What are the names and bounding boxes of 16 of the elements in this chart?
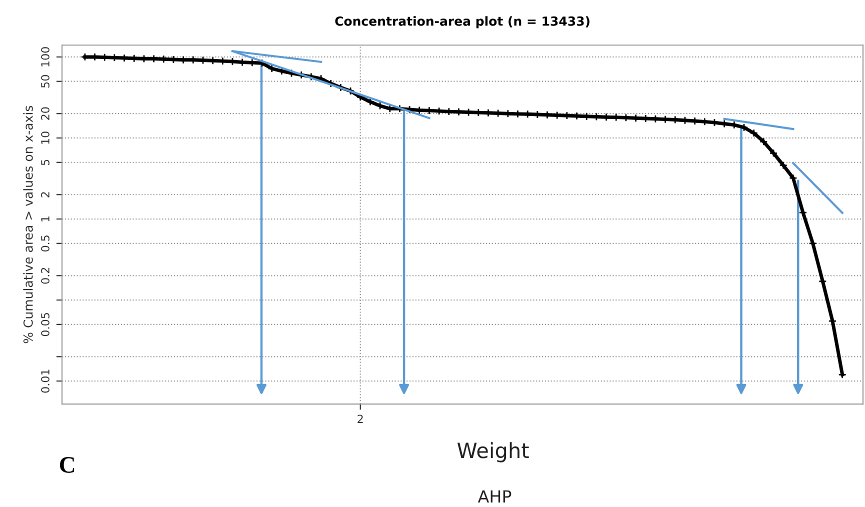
- text: C: [60, 456, 74, 473]
- y-tick-label: 0.05: [41, 313, 50, 336]
- y-tick-label: 20: [41, 107, 50, 120]
- y-axis-title: % Cumulative area > values on x-axis: [23, 106, 33, 344]
- y-tick-label: 1: [41, 216, 50, 222]
- y-tick-label: 0.2: [41, 268, 50, 284]
- text: AHP: [478, 490, 512, 502]
- x-axis-title: Weight: [457, 442, 529, 462]
- y-tick-label: 0.01: [41, 370, 50, 393]
- y-tick-label: 10: [41, 132, 50, 144]
- chart-title: Concentration-area plot (n = 13433): [335, 16, 590, 28]
- y-tick-label: 50: [41, 75, 50, 88]
- y-tick-label: 100: [41, 47, 50, 66]
- y-tick-label: 0.5: [41, 236, 50, 252]
- y-tick-label: 5: [41, 160, 50, 166]
- y-tick-label: 2: [41, 192, 50, 198]
